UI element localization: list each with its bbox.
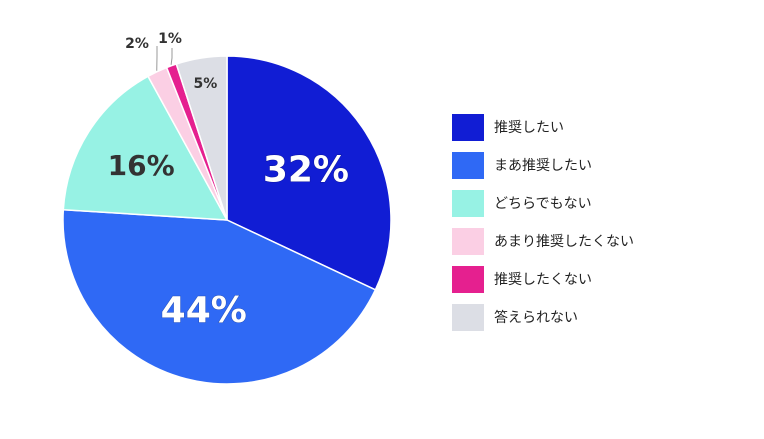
legend-label: 推奨したくない [494, 272, 592, 288]
legend-swatch [452, 151, 484, 179]
legend-item-4: あまり推奨したくない [452, 222, 634, 260]
legend-item-6: 答えられない [452, 298, 634, 336]
legend-label: 推奨したい [494, 120, 564, 136]
data-label-4: 2% [125, 36, 149, 52]
legend-swatch [452, 189, 484, 217]
legend-label: あまり推奨したくない [494, 234, 634, 250]
legend-swatch [452, 303, 484, 331]
legend-swatch [452, 265, 484, 293]
legend-label: 答えられない [494, 310, 578, 326]
legend-label: どちらでもない [494, 196, 592, 212]
pie-slice-1 [226, 55, 392, 291]
data-label-6: 5% [194, 76, 218, 92]
legend-label: まあ推奨したい [494, 158, 592, 174]
leader-line-5 [170, 48, 173, 65]
data-label-3: 16% [108, 149, 175, 182]
legend-swatch [452, 227, 484, 255]
legend-swatch [452, 113, 484, 141]
data-label-1: 32% [263, 149, 349, 190]
data-label-5: 1% [158, 31, 182, 47]
legend-item-5: 推奨したくない [452, 260, 634, 298]
legend-item-2: まあ推奨したい [452, 146, 634, 184]
legend-item-3: どちらでもない [452, 184, 634, 222]
pie-slice-2 [62, 208, 377, 385]
data-label-2: 44% [161, 290, 247, 331]
pie-slice-3 [62, 75, 229, 221]
pie-slice-6 [175, 55, 228, 221]
legend-item-1: 推奨したい [452, 108, 634, 146]
legend: 推奨したいまあ推奨したい どちらでもないあまり推奨したくない 推奨したくない 答えられ… [452, 108, 634, 336]
